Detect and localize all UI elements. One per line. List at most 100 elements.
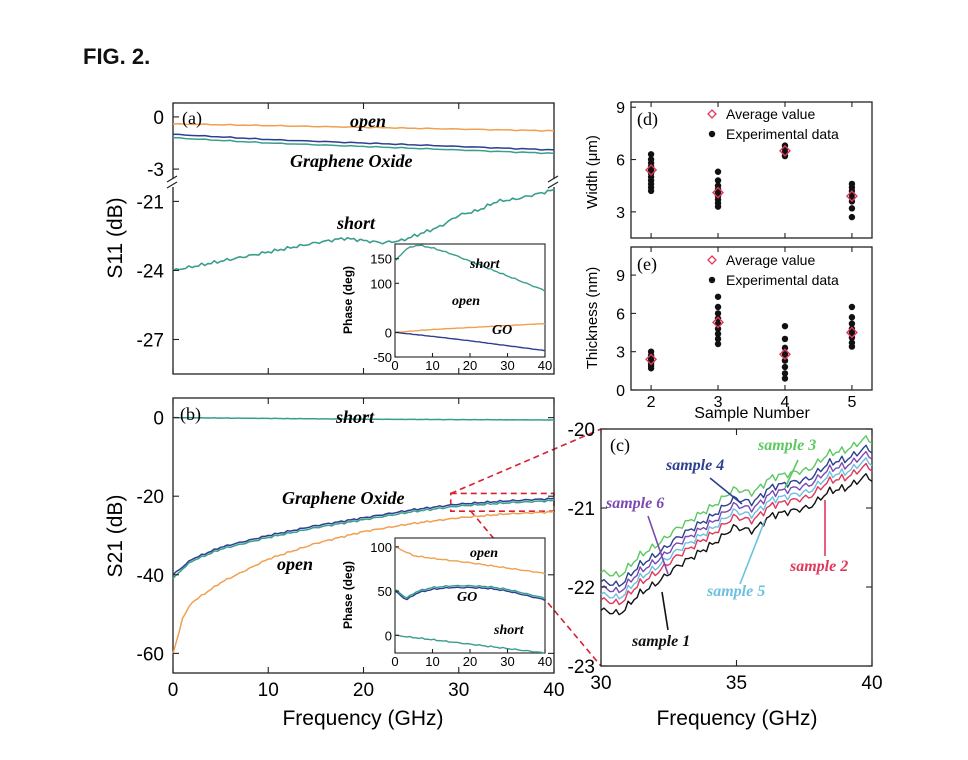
series-sample-1 bbox=[600, 473, 873, 616]
y-tick-label: -27 bbox=[137, 330, 164, 351]
inset-a-label-short: short bbox=[469, 257, 501, 272]
y-tick-label: -23 bbox=[568, 657, 595, 678]
average-point bbox=[778, 348, 791, 361]
label-sample-3: sample 3 bbox=[757, 437, 816, 454]
average-point bbox=[845, 326, 858, 339]
experimental-point bbox=[848, 343, 856, 350]
panel-c-xlabel: Frequency (GHz) bbox=[656, 707, 817, 730]
experimental-point bbox=[647, 365, 655, 372]
y-tick-label: 3 bbox=[616, 205, 625, 222]
inset-series-open bbox=[394, 546, 546, 575]
inset-x-tick-label: 40 bbox=[538, 358, 552, 373]
y-tick-label: -21 bbox=[137, 192, 164, 213]
panel-a: 0 -3 -21 -24 -27 (a) open Graphene Oxide sho… bbox=[104, 102, 560, 375]
inset-y-tick-label: 50 bbox=[378, 584, 392, 599]
panel-e-label: (e) bbox=[637, 254, 657, 275]
x-tick-label: 10 bbox=[258, 680, 279, 701]
annotation-graphene-oxide: Graphene Oxide bbox=[290, 151, 413, 171]
x-tick-label: 30 bbox=[448, 680, 469, 701]
panel-d-label: (d) bbox=[637, 109, 658, 130]
annotation-open: open bbox=[277, 554, 313, 574]
label-sample-2: sample 2 bbox=[789, 558, 848, 575]
x-tick-label: 40 bbox=[543, 680, 564, 701]
panel-e-ylabel: Thickness (nm) bbox=[584, 267, 601, 370]
panel-d: 3 6 9 (d) Width (μm) Average value Experim… bbox=[584, 100, 873, 239]
inset-series-open bbox=[394, 323, 546, 334]
experimental-point bbox=[714, 335, 722, 343]
y-tick-label: -40 bbox=[137, 566, 164, 587]
inset-series-short bbox=[394, 244, 546, 292]
legend-experimental-label: Experimental data bbox=[726, 126, 839, 142]
inset-x-tick-label: 0 bbox=[391, 654, 398, 669]
panel-b-xlabel: Frequency (GHz) bbox=[282, 707, 443, 730]
experimental-point bbox=[848, 205, 856, 212]
series-sample-2 bbox=[600, 462, 873, 606]
x-tick-label: 40 bbox=[861, 673, 882, 694]
experimental-point bbox=[848, 303, 856, 311]
panel-d-legend: Average value Experimental data bbox=[707, 106, 839, 142]
series-sample-5 bbox=[600, 457, 873, 600]
inset-x-tick-label: 0 bbox=[391, 358, 398, 373]
experimental-point bbox=[781, 322, 789, 330]
experimental-point bbox=[714, 330, 722, 338]
annotation-short: short bbox=[336, 213, 376, 233]
zoom-connector-top bbox=[450, 428, 602, 495]
series-sample-3 bbox=[600, 435, 873, 578]
experimental-point bbox=[714, 315, 722, 322]
legend-experimental-label: Experimental data bbox=[726, 272, 839, 288]
x-tick-label: 35 bbox=[726, 673, 747, 694]
pointer-sample-1 bbox=[661, 591, 669, 631]
inset-y-tick-label: 100 bbox=[370, 276, 392, 291]
panel-a-label: (a) bbox=[182, 108, 202, 129]
label-sample-6: sample 6 bbox=[605, 495, 664, 512]
inset-b-label-go: GO bbox=[457, 590, 477, 605]
experimental-point bbox=[781, 351, 789, 358]
panel-b-ylabel: S21 (dB) bbox=[104, 495, 127, 578]
y-tick-label: -21 bbox=[568, 499, 595, 520]
x-tick-label: 2 bbox=[647, 394, 656, 411]
experimental-point bbox=[714, 303, 722, 311]
panel-e: 0 3 6 9 2 3 4 5 (e) Thickness (nm) Sample Numbe… bbox=[584, 246, 873, 422]
average-point bbox=[712, 316, 725, 329]
legend-average-marker bbox=[707, 255, 717, 265]
average-point bbox=[645, 353, 658, 366]
inset-y-tick-label: -50 bbox=[373, 350, 392, 365]
experimental-point bbox=[781, 370, 789, 377]
series-trace-2 bbox=[172, 499, 555, 580]
y-tick-label: -22 bbox=[568, 578, 595, 599]
y-tick-label: 6 bbox=[616, 153, 625, 170]
pointer-sample-3 bbox=[784, 459, 799, 489]
inset-a-frame bbox=[394, 243, 546, 358]
experimental-point bbox=[714, 293, 722, 300]
series-graphene-oxide bbox=[172, 133, 555, 151]
experimental-point bbox=[714, 325, 722, 332]
zoom-region bbox=[449, 492, 555, 512]
inset-b-label-open: open bbox=[470, 546, 498, 561]
experimental-point bbox=[781, 335, 789, 343]
panel-c: 30 35 40 -20 -21 -22 -23 (c) Frequency (GHz) s… bbox=[568, 420, 883, 730]
panel-c-label: (c) bbox=[610, 435, 630, 456]
series-sample-4 bbox=[600, 444, 873, 587]
series-sample-6 bbox=[600, 450, 873, 594]
inset-x-tick-label: 20 bbox=[463, 358, 477, 373]
annotation-open: open bbox=[350, 111, 386, 131]
legend-average-label: Average value bbox=[726, 106, 815, 122]
panel-e-frame bbox=[630, 246, 873, 391]
experimental-point bbox=[647, 187, 655, 195]
y-tick-label: -60 bbox=[137, 644, 164, 665]
pointer-sample-6 bbox=[647, 515, 669, 575]
axis-break-mark bbox=[547, 175, 559, 183]
experimental-point bbox=[848, 314, 856, 321]
label-sample-4: sample 4 bbox=[665, 457, 724, 474]
panel-c-frame bbox=[600, 428, 873, 667]
series-open bbox=[172, 122, 555, 132]
experimental-point bbox=[848, 329, 856, 336]
experimental-point bbox=[714, 310, 722, 317]
legend-average-marker bbox=[707, 109, 717, 119]
experimental-point bbox=[848, 320, 856, 327]
experimental-point bbox=[714, 177, 722, 184]
average-point bbox=[778, 144, 791, 157]
legend-average-label: Average value bbox=[726, 252, 815, 268]
